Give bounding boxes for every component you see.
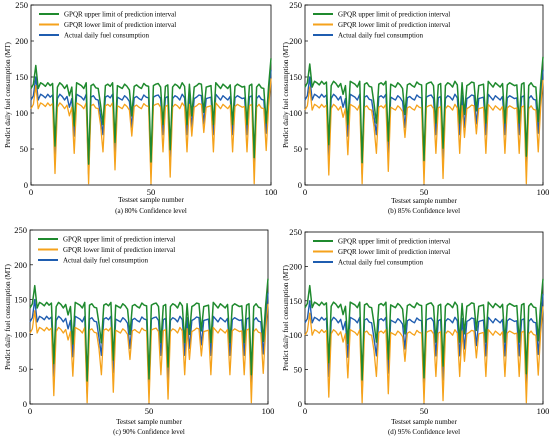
y-tick-label: 150 xyxy=(14,295,27,305)
series-line-lower xyxy=(304,79,544,185)
series-line-upper xyxy=(29,278,269,382)
x-tick-label: 100 xyxy=(537,187,550,197)
legend-entry: Actual daily fuel consumption xyxy=(338,259,423,267)
legend-entry: Actual daily fuel consumption xyxy=(63,257,148,265)
y-tick-label: 250 xyxy=(289,227,302,237)
legend: GPQR upper limit of prediction interval G… xyxy=(39,11,176,40)
y-tick-label: 100 xyxy=(289,108,302,118)
x-axis-label: Testset sample number xyxy=(116,418,182,426)
x-tick-label: 0 xyxy=(28,406,32,416)
y-tick-label: 200 xyxy=(289,36,302,46)
chart-panel-2: 0 50 100 150 200 250 0 50 100 GPQR upper limit of… xyxy=(282,0,549,215)
legend: GPQR upper limit of prediction interval G… xyxy=(38,236,175,265)
y-tick-label: 250 xyxy=(14,225,27,235)
legend-entry: Actual daily fuel consumption xyxy=(64,32,149,40)
panel-caption: (c) 90% Confidence level xyxy=(113,428,185,436)
y-tick-label: 50 xyxy=(19,364,28,374)
y-tick-label: 0 xyxy=(24,180,28,190)
y-axis-label: Predict daily fuel consumption (MT) xyxy=(4,263,12,369)
x-tick-label: 0 xyxy=(303,406,307,416)
y-tick-label: 50 xyxy=(294,144,303,154)
y-tick-label: 150 xyxy=(15,72,28,82)
series-line-lower xyxy=(30,78,272,185)
x-axis-label: Testset sample number xyxy=(391,418,457,426)
y-tick-label: 0 xyxy=(298,180,302,190)
y-tick-label: 50 xyxy=(20,144,29,154)
legend-entry: GPQR lower limit of prediction interval xyxy=(338,21,450,29)
x-axis-label: Testset sample number xyxy=(118,196,184,204)
legend-entry: GPQR upper limit of prediction interval xyxy=(338,238,450,246)
chart-panel-1: 0 50 100 150 200 250 0 50 100 GPQR upper limit of… xyxy=(4,0,277,215)
y-tick-label: 100 xyxy=(289,330,302,340)
legend: GPQR upper limit of prediction interval G… xyxy=(313,238,450,267)
x-tick-label: 50 xyxy=(145,406,154,416)
series-line-lower xyxy=(29,303,269,404)
panel-caption: (d) 95% Confidence level xyxy=(388,428,460,436)
x-tick-label: 50 xyxy=(147,187,156,197)
legend-entry: GPQR upper limit of prediction interval xyxy=(338,11,450,19)
legend-entry: GPQR lower limit of prediction interval xyxy=(338,248,450,256)
series-line-upper xyxy=(304,56,544,164)
x-tick-label: 0 xyxy=(303,187,307,197)
x-tick-label: 50 xyxy=(420,187,429,197)
legend-entry: GPQR upper limit of prediction interval xyxy=(64,11,176,19)
y-tick-label: 200 xyxy=(15,36,28,46)
y-tick-label: 200 xyxy=(289,261,302,271)
chart-panel-3: 0 50 100 150 200 250 0 50 100 GPQR upper limit of… xyxy=(4,225,274,436)
legend-entry: Actual daily fuel consumption xyxy=(338,32,423,40)
x-tick-label: 100 xyxy=(265,187,278,197)
y-axis-label: Predict daily fuel consumption (MT) xyxy=(282,264,290,370)
series-line-upper xyxy=(304,278,544,381)
y-tick-label: 250 xyxy=(15,0,28,10)
y-axis-label: Predict daily fuel consumption (MT) xyxy=(4,41,12,147)
series-line-upper xyxy=(30,58,272,165)
y-tick-label: 150 xyxy=(289,296,302,306)
y-tick-label: 100 xyxy=(14,329,27,339)
y-tick-label: 100 xyxy=(15,108,28,118)
panel-caption: (a) 80% Confidence level xyxy=(115,207,187,215)
y-axis-label: Predict daily fuel consumption (MT) xyxy=(282,41,290,147)
legend-entry: GPQR lower limit of prediction interval xyxy=(63,246,175,254)
panel-caption: (b) 85% Confidence level xyxy=(388,207,460,215)
x-tick-label: 50 xyxy=(420,406,429,416)
x-tick-label: 0 xyxy=(29,187,33,197)
x-axis-label: Testset sample number xyxy=(391,197,457,205)
y-tick-label: 150 xyxy=(289,72,302,82)
x-tick-label: 100 xyxy=(262,406,275,416)
chart-panel-4: 0 50 100 150 200 250 0 50 100 GPQR upper limit of… xyxy=(282,227,549,436)
y-tick-label: 0 xyxy=(23,399,27,409)
y-tick-label: 250 xyxy=(289,0,302,10)
legend: GPQR upper limit of prediction interval G… xyxy=(313,11,450,40)
y-tick-label: 0 xyxy=(298,399,302,409)
legend-entry: GPQR upper limit of prediction interval xyxy=(63,236,175,244)
series-line-lower xyxy=(304,306,544,404)
y-tick-label: 200 xyxy=(14,260,27,270)
x-tick-label: 100 xyxy=(537,406,550,416)
legend-entry: GPQR lower limit of prediction interval xyxy=(64,21,176,29)
y-tick-label: 50 xyxy=(294,365,303,375)
